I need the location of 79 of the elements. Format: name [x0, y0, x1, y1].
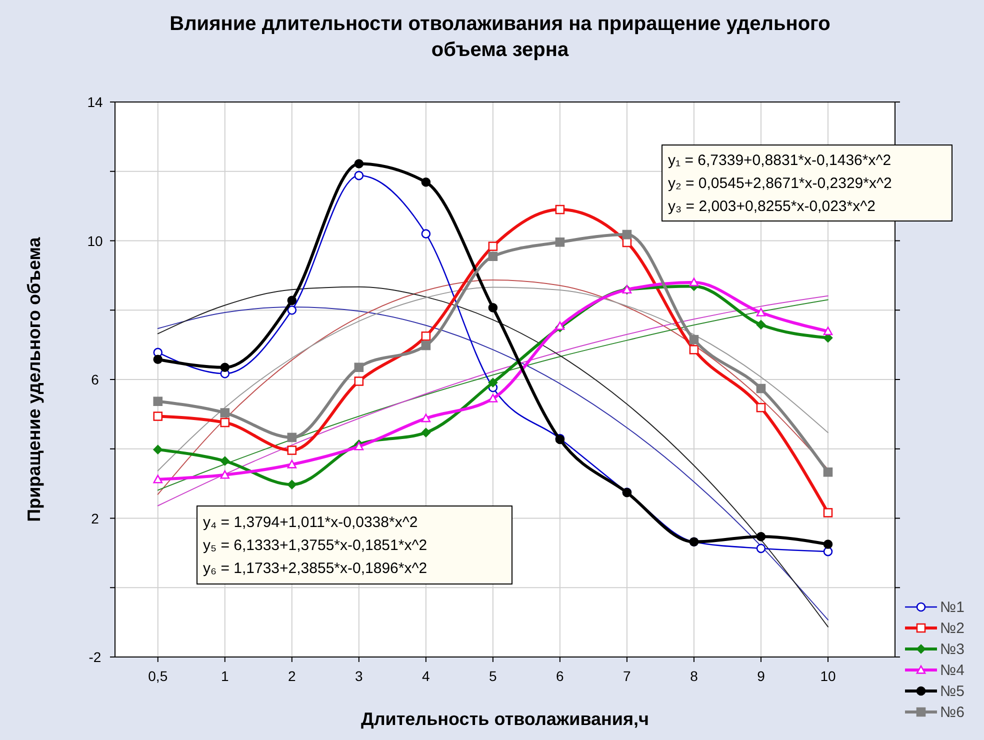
point: [354, 170, 364, 180]
point: [220, 456, 230, 466]
annotation: y₃ = 2,003+0,8255*x-0,023*x^2: [668, 198, 876, 215]
x-tick-label: 0,5: [148, 668, 168, 684]
legend-label: №4: [940, 662, 964, 679]
point: [287, 432, 297, 442]
y-tick-label: 2: [91, 510, 100, 526]
x-tick-label: 10: [820, 668, 836, 684]
y-axis-title: Приращение удельного объема: [24, 236, 44, 522]
annotation: y₂ = 0,0545+2,8671*x-0,2329*x^2: [668, 175, 892, 192]
point: [555, 237, 565, 247]
legend-label: №5: [940, 683, 964, 700]
point: [555, 321, 565, 330]
point: [421, 177, 431, 187]
y-tick-label: -2: [88, 649, 102, 665]
point: [689, 345, 699, 354]
point: [756, 384, 766, 394]
point: [488, 378, 498, 388]
chart-title: Влияние длительности отволаживания на приращение удельного объема зерна: [170, 13, 830, 61]
y-tick-label: 14: [87, 94, 103, 110]
x-tick-label: 8: [690, 668, 698, 684]
point: [354, 376, 364, 386]
legend-label: №3: [940, 641, 964, 658]
point: [622, 230, 632, 240]
point: [153, 474, 163, 484]
point: [756, 320, 766, 330]
point: [421, 428, 431, 438]
point: [287, 480, 297, 490]
point: [689, 334, 699, 344]
point: [488, 394, 498, 402]
point: [287, 460, 297, 468]
point: [421, 340, 431, 350]
point: [823, 508, 833, 518]
point: [153, 354, 163, 364]
point: [287, 446, 297, 455]
point: [823, 467, 833, 477]
point: [488, 242, 498, 251]
point: [421, 414, 431, 422]
point: [354, 362, 364, 372]
annotation: y₁ = 6,7339+0,8831*x-0,1436*x^2: [668, 152, 892, 169]
x-tick-label: 6: [556, 668, 564, 684]
y-tick-label: 10: [87, 232, 103, 249]
point: [823, 540, 833, 549]
point: [220, 408, 230, 418]
point: [287, 305, 297, 315]
point: [756, 532, 766, 542]
x-tick-label: 9: [757, 668, 766, 684]
point: [488, 252, 498, 262]
annotation: y₄ = 1,3794+1,011*x-0,0338*x^2: [203, 514, 418, 531]
point: [153, 396, 163, 406]
point: [756, 308, 766, 316]
point: [823, 326, 833, 336]
point: [220, 470, 230, 479]
x-tick-label: 1: [221, 668, 229, 684]
point: [220, 418, 230, 428]
point: [153, 444, 163, 454]
point: [220, 362, 230, 372]
x-tick-label: 4: [422, 668, 430, 684]
point: [689, 278, 699, 286]
x-tick-label: 7: [623, 668, 632, 684]
point: [287, 296, 297, 306]
point: [153, 412, 163, 421]
legend-label: №1: [940, 599, 964, 616]
point: [555, 204, 565, 214]
x-axis-title: Длительность отволаживания,ч: [361, 709, 649, 729]
point: [756, 544, 766, 554]
point: [488, 303, 498, 312]
point: [421, 229, 431, 238]
annotation: y₅ = 6,1333+1,3755*x-0,1851*x^2: [203, 537, 428, 554]
point: [354, 159, 364, 168]
point: [421, 331, 431, 341]
point: [756, 402, 766, 412]
x-tick-label: 2: [288, 668, 296, 684]
legend-label: №2: [940, 620, 964, 637]
y-tick-label: 6: [91, 372, 100, 388]
annotation: y₆ = 1,1733+2,3855*x-0,1896*x^2: [203, 560, 428, 577]
legend-label: №6: [940, 704, 964, 721]
x-tick-label: 3: [355, 668, 364, 684]
x-tick-label: 5: [489, 668, 498, 684]
